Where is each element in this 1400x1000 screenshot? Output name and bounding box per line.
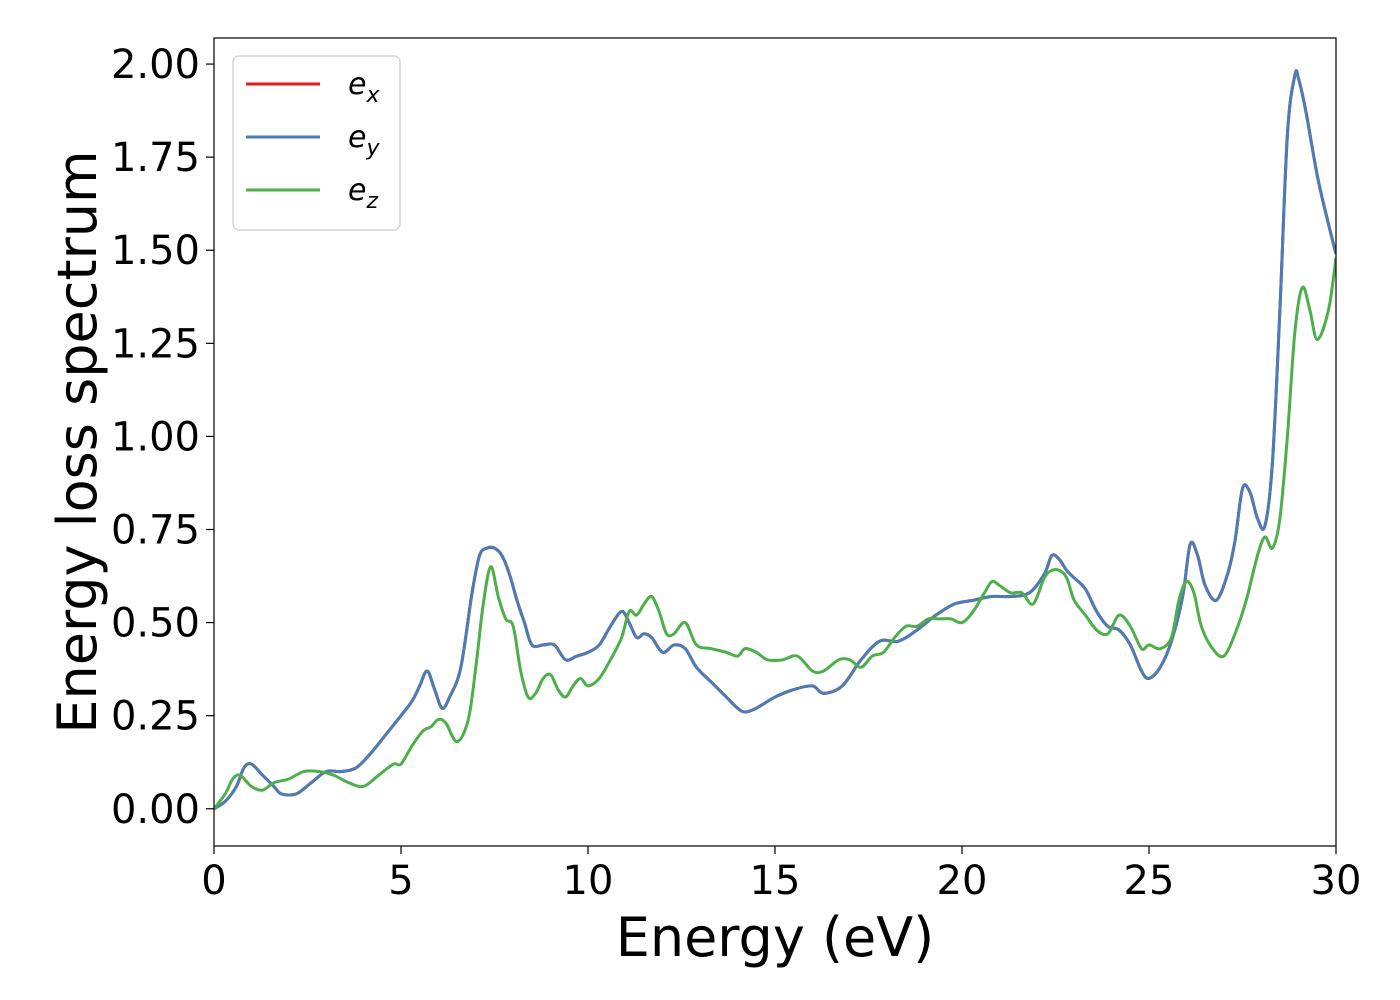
x-tick-label: 10 — [563, 858, 614, 904]
y-tick-label: 1.25 — [111, 321, 200, 367]
series-line-z — [214, 257, 1336, 810]
y-tick-label: 0.00 — [111, 787, 200, 833]
x-tick-label: 20 — [937, 858, 988, 904]
y-tick-label: 1.75 — [111, 135, 200, 181]
x-axis: 0 5 10 15 20 25 30 — [201, 846, 1361, 904]
legend: ex ey ez — [232, 55, 401, 231]
y-tick-label: 1.00 — [111, 414, 200, 460]
x-axis-label: Energy (eV) — [616, 906, 935, 969]
y-tick-label: 1.50 — [111, 228, 200, 274]
x-tick-label: 25 — [1124, 858, 1175, 904]
legend-label-y: ey — [348, 120, 380, 161]
y-tick-label: 0.75 — [111, 508, 200, 554]
y-axis: 0.00 0.25 0.50 0.75 1.00 1.25 1.50 1.75 2.00 — [111, 42, 214, 833]
x-tick-label: 5 — [388, 858, 413, 904]
x-tick-label: 30 — [1311, 858, 1362, 904]
x-tick-label: 15 — [750, 858, 801, 904]
y-tick-label: 2.00 — [111, 42, 200, 88]
legend-label-z: ez — [348, 173, 378, 214]
y-tick-label: 0.25 — [111, 694, 200, 740]
x-tick-label: 0 — [201, 858, 226, 904]
legend-label-x: ex — [348, 67, 380, 108]
y-axis-label: Energy loss spectrum — [46, 150, 109, 733]
legend-box — [232, 55, 401, 231]
y-tick-label: 0.50 — [111, 601, 200, 647]
series-layer — [214, 69, 1336, 811]
series-line-y — [214, 69, 1336, 811]
